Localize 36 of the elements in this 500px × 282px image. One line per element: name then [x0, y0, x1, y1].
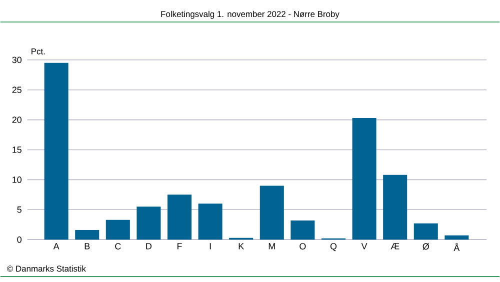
y-tick-label: 10 [12, 176, 22, 184]
y-axis-title: Pct. [32, 48, 45, 55]
y-tick-label: 0 [17, 236, 22, 244]
x-tick-label: Å [454, 243, 460, 252]
y-tick-label: 20 [12, 116, 22, 124]
bar [167, 194, 192, 240]
x-tick-label: O [300, 243, 306, 250]
y-tick-label: 15 [12, 146, 22, 154]
bar [414, 224, 438, 240]
y-tick-label: 25 [12, 86, 22, 94]
x-tick-label: V [361, 243, 368, 250]
x-tick-label: B [84, 243, 90, 250]
bar [260, 186, 284, 240]
bar [444, 236, 469, 240]
bar [290, 220, 315, 240]
x-tick-label: I [210, 243, 211, 250]
x-tick-label: Æ [390, 243, 400, 250]
x-tick-label: A [53, 243, 60, 250]
bar [136, 206, 161, 240]
chart-title: Folketingsvalg 1. november 2022 - Nørre Broby [161, 11, 340, 19]
bar [75, 230, 100, 240]
x-tick-label: F [178, 243, 182, 250]
text: © Danmarks Statistik [7, 266, 86, 272]
x-tick-label: C [115, 243, 121, 250]
y-tick-label: 30 [12, 56, 22, 64]
bar [383, 175, 408, 240]
x-tick-label: Q [330, 243, 337, 252]
bar [198, 204, 222, 240]
bar [352, 118, 376, 240]
bar [44, 63, 68, 240]
x-tick-label: M [268, 243, 275, 250]
y-tick-label: 5 [17, 206, 22, 214]
bar [106, 220, 130, 240]
x-tick-label: D [146, 243, 152, 250]
x-tick-label: Ø [422, 243, 430, 250]
x-tick-label: K [238, 243, 244, 250]
